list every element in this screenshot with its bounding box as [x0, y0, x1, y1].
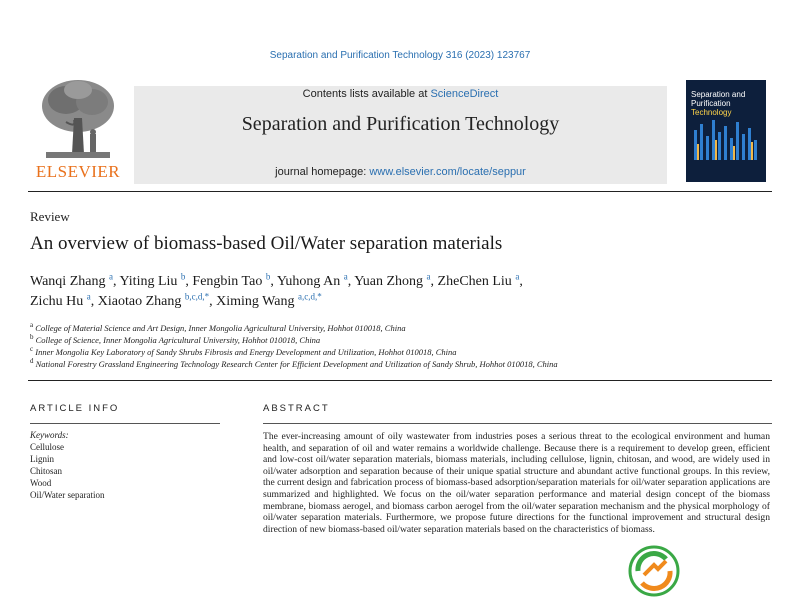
- author-separator: ,: [112, 273, 117, 289]
- author[interactable]: Yuhong An a,: [276, 271, 352, 289]
- author-name: Fengbin Tao: [192, 273, 263, 289]
- author[interactable]: Zichu Hu a,: [30, 291, 95, 309]
- author-affiliation-ref: a: [515, 271, 520, 281]
- sciencedirect-link[interactable]: ScienceDirect: [430, 88, 499, 100]
- header-divider: [28, 191, 772, 192]
- journal-cover[interactable]: Separation and Purification Technology: [686, 80, 766, 182]
- affiliation-text: College of Science, Inner Mongolia Agric…: [35, 334, 321, 345]
- affiliation-label: d: [30, 357, 34, 365]
- contents-prefix: Contents lists available at: [302, 88, 431, 100]
- affiliation-item: d National Forestry Grassland Engineerin…: [30, 357, 558, 369]
- author-affiliation-ref: a: [108, 271, 113, 281]
- affiliation-text: National Forestry Grassland Engineering …: [35, 358, 558, 369]
- affiliation-item: a College of Material Science and Art De…: [30, 321, 406, 333]
- author[interactable]: ZheChen Liu a,: [437, 271, 523, 289]
- author-affiliation-ref: a,c,d,*: [297, 291, 322, 301]
- homepage-prefix: journal homepage:: [275, 166, 370, 178]
- author-name: Ximing Wang: [216, 293, 295, 309]
- author-affiliation-ref: b,c,d,*: [184, 291, 210, 301]
- abstract-text: The ever-increasing amount of oily waste…: [263, 431, 770, 535]
- author-affiliation-ref: b: [180, 271, 186, 281]
- homepage-link[interactable]: www.elsevier.com/locate/seppur: [369, 166, 526, 178]
- elsevier-tree-logo: [36, 78, 120, 160]
- author-affiliation-ref: a: [86, 291, 91, 301]
- keyword-item[interactable]: Wood: [30, 478, 52, 488]
- article-type: Review: [30, 209, 70, 224]
- cover-line-1: Separation and: [691, 90, 746, 99]
- article-title: An overview of biomass-based Oil/Water s…: [30, 233, 503, 254]
- article-info-rule: [30, 423, 220, 424]
- author-separator: ,: [185, 273, 189, 289]
- journal-title[interactable]: Separation and Purification Technology: [241, 113, 560, 135]
- author-name: Yuhong An: [276, 273, 341, 289]
- abstract-heading: ABSTRACT: [263, 403, 330, 414]
- publisher-name: ELSEVIER: [35, 162, 121, 181]
- author[interactable]: Yiting Liu b,: [119, 271, 189, 289]
- affiliation-text: College of Material Science and Art Desi…: [35, 322, 406, 333]
- author-name: ZheChen Liu: [437, 273, 512, 289]
- author-separator: ,: [209, 293, 213, 309]
- author-separator: ,: [90, 293, 95, 309]
- affiliation-text: Inner Mongolia Key Laboratory of Sandy S…: [35, 346, 457, 357]
- author[interactable]: Ximing Wang a,c,d,*: [216, 291, 322, 309]
- affiliation-item: b College of Science, Inner Mongolia Agr…: [30, 333, 320, 345]
- journal-banner: Contents lists available at ScienceDirec…: [134, 86, 667, 184]
- abstract-rule: [263, 423, 772, 424]
- author-name: Yiting Liu: [119, 273, 178, 289]
- keywords-label: Keywords:: [30, 430, 69, 440]
- affiliation-label: c: [30, 345, 34, 353]
- author-separator: ,: [270, 273, 274, 289]
- author[interactable]: Fengbin Tao b,: [192, 271, 274, 289]
- author-name: Xiaotao Zhang: [97, 293, 182, 309]
- author[interactable]: Yuan Zhong a,: [354, 271, 435, 289]
- contents-line: Contents lists available at ScienceDirec…: [134, 88, 667, 100]
- cover-title: Separation and Purification Technology: [691, 90, 765, 117]
- article-info-heading: ARTICLE INFO: [30, 403, 120, 414]
- author-separator: ,: [519, 273, 523, 289]
- author-separator: ,: [347, 273, 352, 289]
- author-affiliation-ref: b: [265, 271, 271, 281]
- cover-art: [694, 120, 757, 160]
- author-name: Wanqi Zhang: [30, 273, 106, 289]
- affiliations-divider: [28, 380, 772, 381]
- keyword-item[interactable]: Chitosan: [30, 466, 63, 476]
- recycle-badge-icon[interactable]: [628, 545, 680, 597]
- keyword-item[interactable]: Oil/Water separation: [30, 490, 105, 500]
- affiliation-label: b: [30, 333, 34, 341]
- elsevier-logo[interactable]: ELSEVIER: [28, 78, 128, 184]
- cover-line-2: Purification: [691, 99, 731, 108]
- author-affiliation-ref: a: [426, 271, 431, 281]
- author-affiliation-ref: a: [343, 271, 348, 281]
- journal-header: ELSEVIER Contents lists available at Sci…: [28, 78, 772, 184]
- author-separator: ,: [430, 273, 435, 289]
- author-name: Zichu Hu: [30, 293, 84, 309]
- keyword-item[interactable]: Cellulose: [30, 442, 64, 452]
- authors-line-1: Wanqi Zhang a, Yiting Liu b, Fengbin Tao…: [30, 271, 523, 290]
- cover-line-3: Technology: [691, 108, 732, 117]
- affiliation-label: a: [30, 321, 34, 329]
- journal-citation[interactable]: Separation and Purification Technology 3…: [269, 50, 531, 61]
- keyword-item[interactable]: Lignin: [30, 454, 54, 464]
- author-name: Yuan Zhong: [354, 273, 424, 289]
- homepage-line: journal homepage: www.elsevier.com/locat…: [134, 166, 667, 178]
- author[interactable]: Xiaotao Zhang b,c,d,*,: [97, 291, 213, 309]
- authors-line-2: Zichu Hu a, Xiaotao Zhang b,c,d,*, Ximin…: [30, 291, 322, 310]
- affiliation-item: c Inner Mongolia Key Laboratory of Sandy…: [30, 345, 457, 357]
- author[interactable]: Wanqi Zhang a,: [30, 271, 117, 289]
